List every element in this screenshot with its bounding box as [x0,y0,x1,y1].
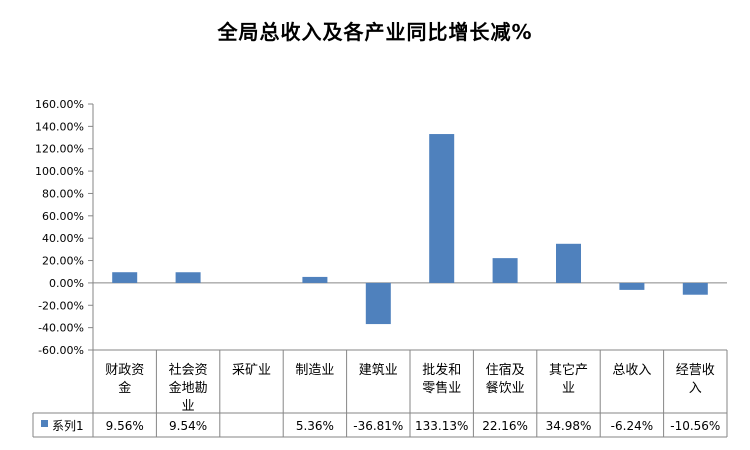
category-label: 其它产 [549,362,588,378]
y-tick-label: -40.00% [38,322,84,335]
category-label: 餐饮业 [486,380,525,396]
y-tick-label: 140.00% [35,120,84,133]
category-label: 财政资 [105,363,144,378]
category-label: 批发和 [422,362,461,378]
data-label: 9.54% [169,419,207,433]
bar [112,272,138,283]
y-tick-label: 100.00% [35,165,84,178]
y-tick-label: 160.00% [35,98,84,111]
data-label: 9.56% [106,419,144,433]
y-tick-label: 0.00% [49,277,84,290]
legend-label: 系列1 [52,419,84,433]
y-tick-label: 80.00% [42,187,84,200]
y-tick-label: 120.00% [35,143,84,156]
bar [365,282,391,325]
data-label: -6.24% [611,419,653,433]
y-tick-label: 40.00% [42,232,84,245]
bar [492,258,518,283]
category-label: 制造业 [295,363,334,378]
bar [619,282,645,290]
bar [175,272,201,283]
y-tick-label: 60.00% [42,210,84,223]
y-tick-label: -60.00% [38,344,84,357]
y-tick-label: -20.00% [38,299,84,312]
category-label: 经营收 [676,363,715,378]
category-label: 业 [562,381,575,396]
bar [556,243,581,283]
bar [429,134,455,283]
bar [682,282,708,295]
category-label: 业 [182,399,195,414]
legend-marker [41,420,48,427]
category-label: 金地勘 [169,380,208,396]
chart-title: 全局总收入及各产业同比增长减% [217,20,533,44]
category-label: 建筑业 [359,362,398,378]
data-label: 133.13% [415,419,468,433]
bar [302,276,328,283]
data-label: 34.98% [546,419,592,433]
data-label: 22.16% [482,419,528,433]
category-label: 零售业 [422,380,461,396]
data-label: -36.81% [353,419,403,433]
category-label: 入 [689,381,702,396]
category-label: 住宿及 [486,362,525,378]
category-label: 采矿业 [232,363,271,378]
y-tick-label: 20.00% [42,255,84,268]
category-label: 金 [118,380,131,396]
data-label: 5.36% [296,419,334,433]
data-label: -10.56% [670,419,720,433]
category-label: 社会资 [169,362,208,378]
category-label: 总收入 [612,363,651,378]
